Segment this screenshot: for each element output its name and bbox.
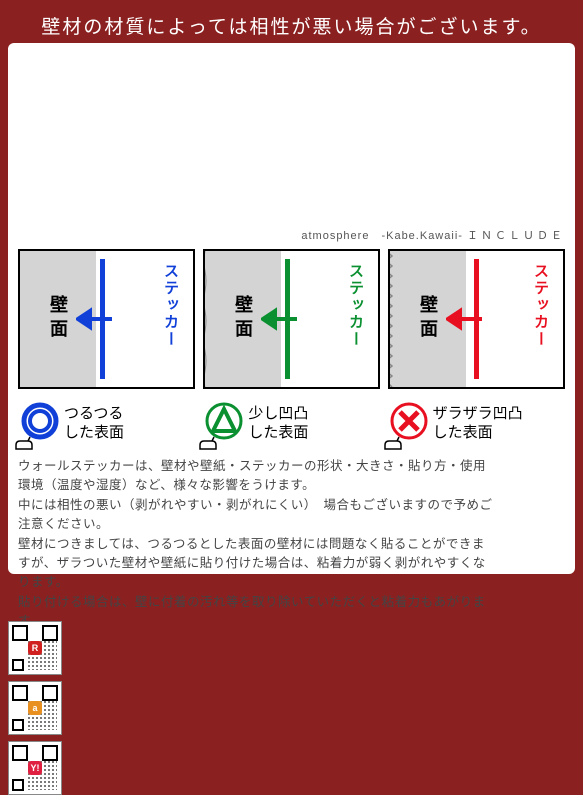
qr-code-a[interactable]: a xyxy=(8,681,62,735)
sticker-label: ステッカー xyxy=(160,263,181,348)
hand-icon xyxy=(383,435,403,451)
rating-ok: 少し凹凸した表面 xyxy=(202,401,380,445)
panel-smooth: 壁面 ステッカー xyxy=(18,249,195,389)
arrow-icon xyxy=(261,307,297,331)
rating-bad: ザラザラ凹凸した表面 xyxy=(387,401,565,445)
wall-label: 壁面 xyxy=(415,295,441,343)
panel-rough: 壁面 ステッカー xyxy=(388,249,565,389)
brand-line: atmosphere -Kabe.Kawaii- ＩＮＣＬＵＤＥ xyxy=(18,225,565,249)
sticker-label: ステッカー xyxy=(345,263,366,348)
wall-label: 壁面 xyxy=(45,295,71,343)
qr-code-r[interactable]: R xyxy=(8,621,62,675)
rough-edge xyxy=(203,251,207,387)
header-warning: 壁材の材質によっては相性が悪い場合がございます。 xyxy=(8,8,575,43)
content-box: 壁 atmosphere -Kabe.Kawaii- ＩＮＣＬＵＤＥ 壁面 ステ… xyxy=(8,43,575,574)
zigzag-edge xyxy=(388,251,394,387)
rating-label: 少し凹凸した表面 xyxy=(248,404,308,443)
sticker-label: ステッカー xyxy=(530,263,551,348)
qr-column: R a Y! xyxy=(8,621,555,795)
rating-label: つるつるした表面 xyxy=(64,404,124,443)
panel-slight: 壁面 ステッカー xyxy=(203,249,380,389)
body-paragraph: ウォールステッカーは、壁材や壁紙・ステッカーの形状・大きさ・貼り方・使用環境（温… xyxy=(18,457,565,631)
hand-icon xyxy=(14,435,34,451)
diagram-panels: 壁面 ステッカー 壁面 ステッカー 壁面 ステッカー xyxy=(18,249,565,389)
rating-good: つるつるした表面 xyxy=(18,401,196,445)
qr-code-y[interactable]: Y! xyxy=(8,741,62,795)
wall-label: 壁面 xyxy=(230,295,256,343)
arrow-icon xyxy=(76,307,112,331)
rating-label: ザラザラ凹凸した表面 xyxy=(433,404,523,443)
arrow-icon xyxy=(446,307,482,331)
ratings-row: つるつるした表面 少し凹凸した表面 ザラザラ凹凸した表面 xyxy=(18,401,565,445)
hand-icon xyxy=(198,435,218,451)
